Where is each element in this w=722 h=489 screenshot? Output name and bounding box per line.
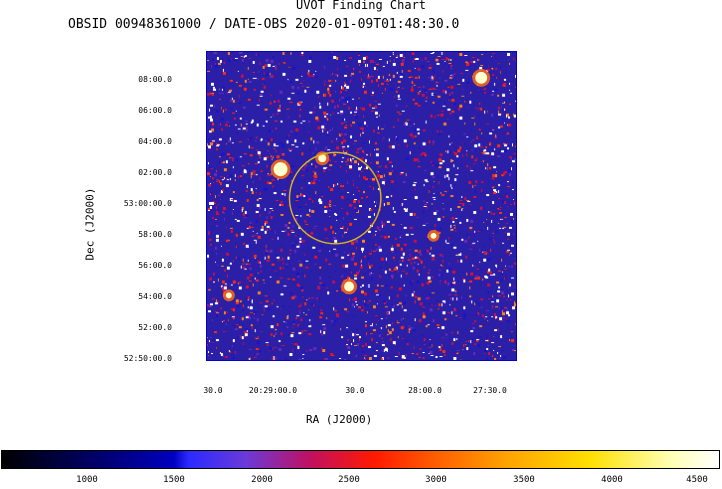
ra-tick-label: 20:29:00.0 [248, 386, 298, 395]
chart-subtitle: OBSID 00948361000 / DATE-OBS 2020-01-09T… [68, 17, 460, 32]
ra-tick-label: 30.0 [203, 386, 223, 395]
colorbar-tick-label: 3000 [425, 475, 447, 485]
x-axis-label: RA (J2000) [306, 413, 373, 426]
colorbar-tick-label: 1000 [76, 475, 98, 485]
dec-tick-label: 56:00.0 [138, 261, 172, 270]
ra-tick-label: 27:30.0 [473, 386, 507, 395]
colorbar-tick-label: 4000 [601, 475, 623, 485]
colorbar-tick-label: 4500 [686, 475, 708, 485]
dec-tick-label: 54:00.0 [138, 292, 172, 301]
colorbar-tick-label: 3500 [513, 475, 535, 485]
bright-sources [222, 68, 491, 302]
dec-tick-label: 52:50:00.0 [123, 354, 172, 363]
dec-tick-label: 58:00.0 [138, 230, 172, 239]
dec-tick-label: 52:00.0 [138, 323, 172, 332]
chart-title: UVOT Finding Chart [295, 0, 427, 12]
colorbar [1, 450, 720, 469]
dec-tick-label: 04:00.0 [138, 137, 172, 146]
y-axis-label: Dec (J2000) [83, 187, 97, 261]
colorbar-tick-label: 1500 [163, 475, 185, 485]
sky-image [206, 51, 517, 361]
colorbar-tick-label: 2000 [251, 475, 273, 485]
source-region-circle [288, 151, 382, 245]
dec-tick-label: 06:00.0 [138, 106, 172, 115]
image-noise [207, 52, 516, 360]
dec-tick-label: 08:00.0 [138, 75, 172, 84]
ra-tick-label: 28:00.0 [408, 386, 442, 395]
colorbar-tick-label: 2500 [338, 475, 360, 485]
dec-tick-label: 02:00.0 [138, 168, 172, 177]
ra-tick-label: 30.0 [345, 386, 365, 395]
dec-tick-label: 53:00:00.0 [123, 199, 172, 208]
